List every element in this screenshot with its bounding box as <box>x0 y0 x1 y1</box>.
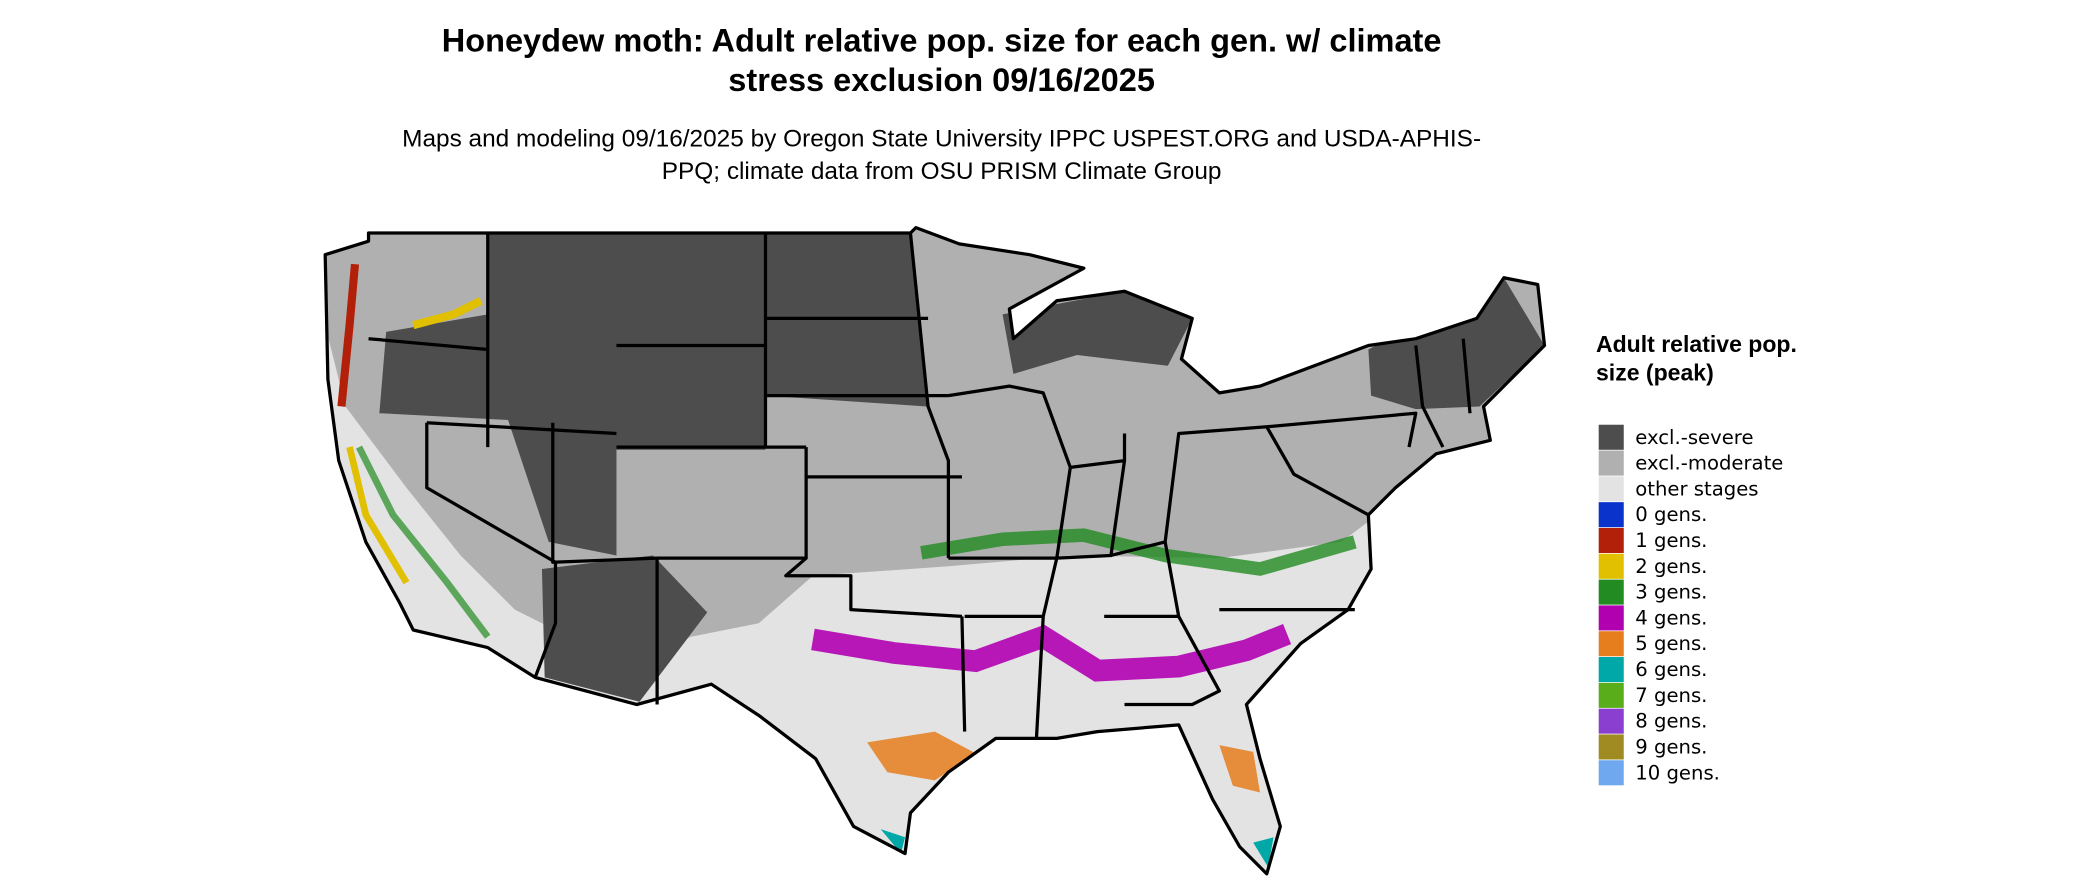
legend-swatch <box>1598 579 1624 605</box>
legend-label: 4 gens. <box>1635 606 1707 629</box>
zone-3-gens <box>920 528 1357 576</box>
legend-swatch <box>1598 605 1624 631</box>
legend-swatch <box>1598 734 1624 760</box>
map <box>325 227 1545 874</box>
zone-6-gens <box>1253 837 1274 868</box>
legend-label: 10 gens. <box>1635 761 1720 784</box>
legend-swatch <box>1598 527 1624 554</box>
legend-label: 5 gens. <box>1635 632 1707 655</box>
legend-swatch <box>1598 553 1624 579</box>
zone-severe <box>1002 291 1193 374</box>
zone-5-gens <box>1219 745 1260 793</box>
legend-swatch <box>1598 657 1624 683</box>
legend-label: 3 gens. <box>1635 581 1707 604</box>
legend-label: 2 gens. <box>1635 555 1707 578</box>
legend-swatch <box>1598 450 1624 476</box>
legend-label: 0 gens. <box>1635 503 1707 526</box>
zone-severe <box>541 555 708 702</box>
state-border <box>368 232 1472 739</box>
subtitle: Maps and modeling 09/16/2025 by Oregon S… <box>402 124 1482 185</box>
legend-label: 7 gens. <box>1635 684 1707 707</box>
zone-3-gens <box>356 445 491 639</box>
state-borders <box>323 225 1547 876</box>
legend-swatch <box>1598 476 1624 502</box>
legend-title-box: Adult relative pop. size (peak) <box>1595 331 1797 387</box>
title-box: Honeydew moth: Adult relative pop. size … <box>441 23 1442 99</box>
zone-1-gens <box>337 263 360 407</box>
zone-6-gens <box>880 829 906 854</box>
legend-swatch <box>1598 424 1624 450</box>
legend-label: 9 gens. <box>1635 735 1707 758</box>
legend-label: excl.-moderate <box>1635 452 1783 475</box>
legend-label: 6 gens. <box>1635 658 1707 681</box>
zone-2-gens <box>346 446 410 585</box>
zone-2-gens <box>412 297 483 330</box>
legend-swatch <box>1598 682 1624 708</box>
title: Honeydew moth: Adult relative pop. size … <box>441 23 1442 99</box>
legend-label: other stages <box>1635 477 1758 500</box>
legend-swatch <box>1598 502 1624 528</box>
subtitle-box: Maps and modeling 09/16/2025 by Oregon S… <box>402 124 1482 185</box>
legend-swatch <box>1598 631 1624 657</box>
legend-swatch <box>1598 708 1624 734</box>
legend-label: 8 gens. <box>1635 710 1707 733</box>
zone-5-gens <box>867 731 976 781</box>
legend-label: 1 gens. <box>1635 529 1707 552</box>
zone-4-gens <box>811 623 1292 682</box>
zone-severe <box>379 233 927 556</box>
legend-swatch <box>1598 760 1624 786</box>
legend-label: excl.-severe <box>1635 426 1753 449</box>
legend-title: Adult relative pop. size (peak) <box>1595 331 1797 387</box>
zone-severe <box>1368 277 1545 410</box>
